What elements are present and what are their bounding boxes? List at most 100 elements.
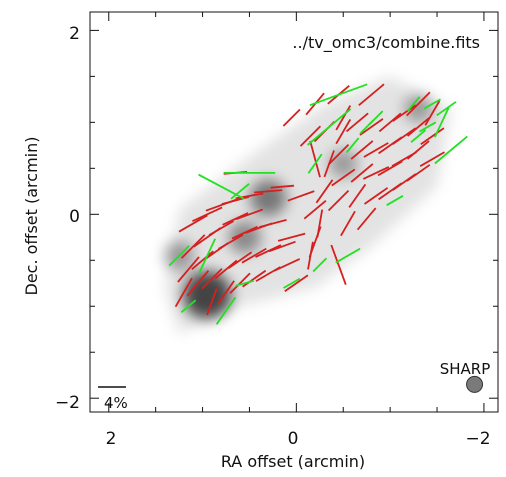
vector-series-1 [178,214,208,233]
vector-series-1 [201,268,223,290]
vector-series-1 [363,187,389,205]
vector-series-1 [309,140,321,178]
vector-series-2 [345,137,360,154]
vector-series-1 [348,183,367,208]
vector-series-1 [359,118,384,136]
y-axis-label: Dec. offset (arcmin) [22,137,41,296]
vector-series-1 [227,251,253,270]
y-tick-label: −2 [55,393,80,413]
vector-series-1 [191,250,214,270]
vector-series-1 [335,105,352,131]
vector-series-1 [222,212,249,226]
x-tick-label: −2 [465,429,490,449]
vector-series-1 [350,163,374,183]
vector-series-2 [168,245,190,267]
vector-series-2 [359,119,374,135]
intensity-peak [183,271,232,320]
vector-series-1 [208,220,234,236]
vector-series-2 [312,257,328,273]
vector-series-1 [217,280,235,305]
vector-series-2 [419,121,437,133]
vector-series-1 [186,270,210,297]
vector-series-1 [218,234,244,250]
vector-series-1 [327,143,350,166]
vector-series-1 [392,104,417,122]
vector-series-1 [231,225,258,240]
intensity-peak [249,179,287,217]
vector-series-1 [350,140,374,160]
vector-series-1 [307,241,314,270]
vector-series-1 [331,168,356,187]
vector-series-1 [242,269,267,288]
vector-series-1 [377,160,403,177]
x-tick-label: 2 [106,429,117,449]
vector-series-1 [420,127,445,145]
vector-series-2 [410,129,427,143]
vector-series-2 [406,96,421,112]
beam-circle [466,375,484,393]
vector-series-1 [406,91,431,117]
vector-series-1 [268,240,296,253]
vector-series-2 [215,296,237,325]
scale-bar-label: 4% [104,394,128,412]
vector-series-1 [284,274,309,293]
vector-series-2 [180,299,197,313]
vector-series-1 [315,179,334,204]
vector-series-1 [419,151,445,167]
vector-series-2 [230,183,250,200]
vector-series-2 [307,108,352,146]
vector-series-2 [386,195,404,206]
vector-series-1 [358,83,385,106]
vector-series-1 [277,232,306,242]
vector-series-2 [434,135,468,165]
vector-series-1 [287,190,315,202]
vector-series-1 [363,142,389,158]
vector-series-2 [436,101,457,117]
vector-series-1 [303,200,327,220]
vector-series-1 [406,117,430,137]
vector-series-1 [273,258,301,272]
vector-series-1 [270,184,295,189]
vector-series-2 [335,247,361,264]
vector-series-1 [335,118,352,145]
vector-series-1 [340,210,356,237]
vector-series-1 [255,244,282,258]
vector-series-1 [330,244,347,286]
x-tick-label: 0 [288,429,299,449]
vector-series-1 [424,100,441,126]
vector-series-1 [345,112,369,133]
vector-series-1 [362,166,390,180]
vector-series-1 [327,189,350,212]
vector-series-1 [406,164,431,182]
vector-series-1 [214,259,238,280]
vector-series-1 [282,108,301,127]
vector-series-1 [229,272,251,294]
vector-series-1 [299,125,322,147]
vector-series-1 [180,234,206,259]
vector-series-1 [254,189,283,194]
polarization-vectors [168,83,468,325]
x-axis-label: RA offset (arcmin) [221,452,365,471]
vector-series-1 [406,140,430,160]
axis-ticks [90,12,498,412]
y-tick-label: 2 [69,24,80,44]
vector-series-1 [177,256,200,283]
vector-series-1 [192,206,223,223]
vector-series-2 [433,107,450,138]
vector-series-1 [241,247,267,264]
intensity-peak [404,94,433,123]
chart-title: ../tv_omc3/combine.fits [292,33,480,53]
vector-series-1 [378,112,402,133]
beam-label: SHARP [440,360,491,378]
vector-series-2 [423,98,441,110]
vector-series-2 [198,238,217,274]
vector-series-1 [259,219,287,228]
vector-series-2 [235,279,255,287]
intensity-envelope-shape [165,76,452,334]
vector-series-1 [235,208,264,220]
vector-series-2 [307,153,323,174]
vector-series-1 [356,207,377,231]
plot-frame [89,11,499,413]
vector-series-1 [206,288,218,316]
